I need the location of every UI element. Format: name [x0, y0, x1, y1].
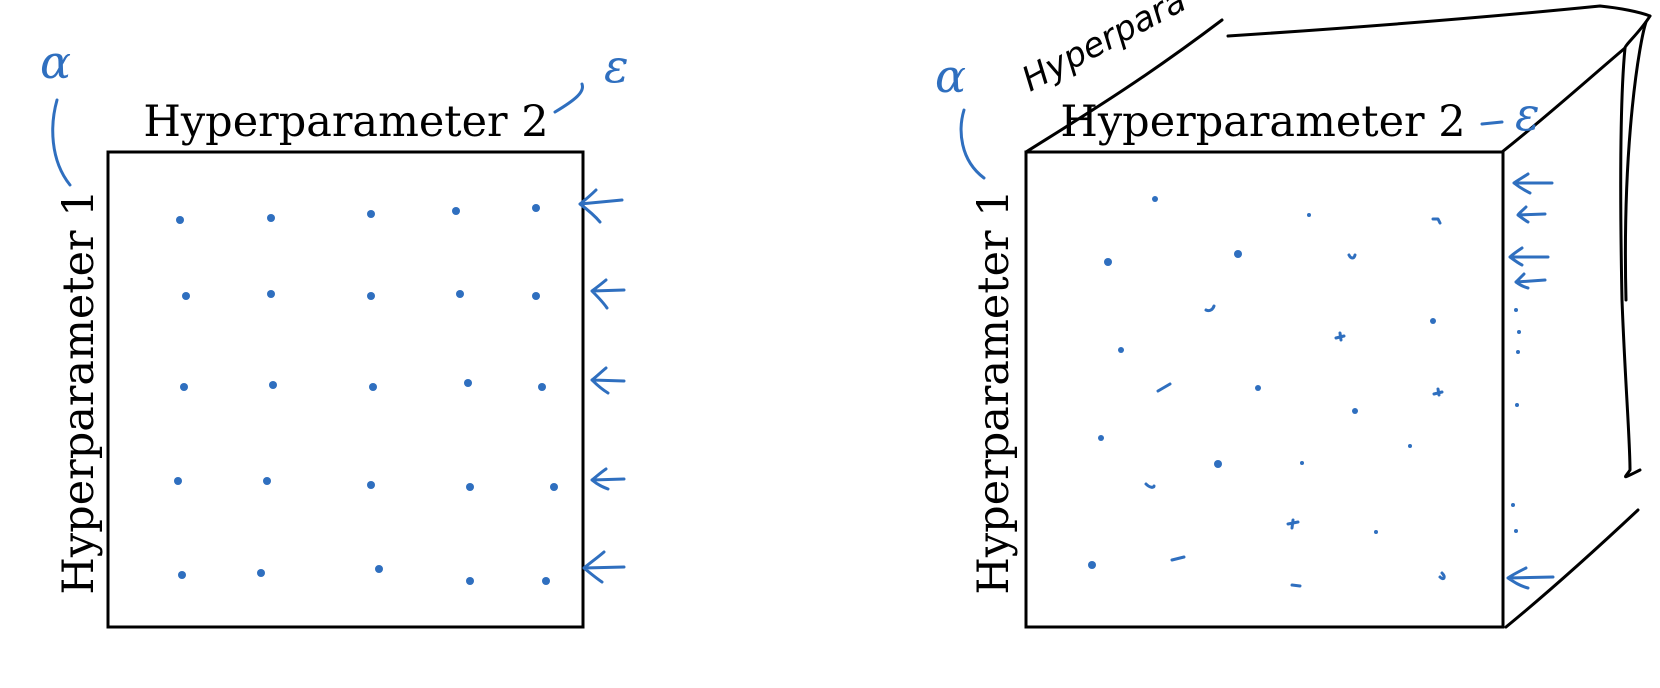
depth-dot	[1517, 330, 1521, 334]
left-search-box	[106, 150, 585, 629]
random-point	[1352, 408, 1358, 414]
grid-point	[542, 577, 550, 585]
random-point	[1347, 253, 1357, 260]
grid-point	[456, 290, 464, 298]
random-point	[1255, 385, 1261, 391]
random-point	[1334, 331, 1346, 342]
random-point	[1431, 217, 1442, 225]
right-epsilon-dash	[1480, 120, 1504, 126]
random-point	[1204, 304, 1216, 313]
cube-back-right-edge	[1619, 14, 1652, 479]
grid-point	[466, 483, 474, 491]
left-arrow-row-1	[578, 188, 624, 224]
left-arrow-row-4	[590, 467, 626, 491]
random-point	[1098, 435, 1104, 441]
cube-top-right-edge	[1500, 46, 1627, 154]
random-point	[1432, 387, 1444, 397]
right-hyperparameter-3-label: Hyperpara	[1015, 0, 1192, 100]
random-point	[1144, 482, 1156, 489]
left-epsilon-annotation: ε	[604, 39, 629, 93]
grid-point	[466, 577, 474, 585]
grid-point	[538, 383, 546, 391]
grid-point	[532, 204, 540, 212]
depth-dot	[1516, 350, 1520, 354]
random-point	[1088, 561, 1096, 569]
right-alpha-annotation: α	[935, 49, 966, 103]
cube-top-back-edge	[1226, 4, 1652, 38]
right-alpha-bracket	[959, 108, 986, 180]
random-point	[1438, 571, 1446, 581]
random-point	[1104, 258, 1112, 266]
cube-top-left-edge	[1024, 18, 1224, 154]
random-point	[1430, 318, 1436, 324]
left-alpha-annotation: α	[40, 35, 71, 89]
grid-point	[367, 210, 375, 218]
right-arrow	[1506, 566, 1555, 590]
left-arrow-row-5	[582, 550, 626, 584]
right-epsilon-annotation: ε	[1515, 87, 1540, 141]
left-grid-points	[174, 204, 558, 585]
right-arrow	[1512, 172, 1554, 195]
right-hyperparameter-1-label: Hyperparameter 1	[969, 189, 1019, 594]
right-arrow	[1514, 272, 1547, 290]
left-arrow-row-3	[590, 366, 626, 395]
grid-point	[375, 565, 383, 573]
random-point	[1374, 530, 1378, 534]
grid-point	[550, 483, 558, 491]
left-arrow-row-2	[590, 278, 626, 310]
grid-point	[178, 571, 186, 579]
random-point	[1214, 460, 1222, 468]
depth-dot	[1514, 529, 1518, 533]
right-arrow	[1508, 246, 1550, 267]
grid-point	[464, 379, 472, 387]
grid-point	[369, 383, 377, 391]
left-epsilon-stroke	[553, 82, 584, 114]
grid-point	[367, 481, 375, 489]
depth-dot	[1514, 308, 1518, 312]
depth-dot	[1511, 503, 1515, 507]
right-search-box	[1024, 150, 1505, 629]
random-point	[1286, 518, 1300, 530]
left-hyperparameter-2-label: Hyperparameter 2	[143, 97, 548, 147]
random-point	[1300, 461, 1304, 465]
left-hyperparameter-1-label: Hyperparameter 1	[54, 189, 104, 594]
random-point	[1156, 382, 1172, 393]
random-point	[1234, 250, 1242, 258]
right-depth-markers	[1506, 172, 1555, 590]
grid-point	[269, 381, 277, 389]
grid-point	[263, 477, 271, 485]
grid-search-panel: Hyperparameter 2 Hyperparameter 1 α ε	[40, 35, 629, 629]
random-search-panel: Hyperparameter 2 Hyperparameter 1 Hyperp…	[935, 0, 1652, 629]
random-point	[1152, 196, 1158, 202]
left-alpha-bracket	[51, 98, 72, 187]
random-point	[1118, 347, 1124, 353]
grid-point	[532, 292, 540, 300]
cube-bottom-right-edge	[1504, 508, 1640, 629]
grid-point	[452, 207, 460, 215]
random-point	[1170, 555, 1186, 562]
grid-point	[257, 569, 265, 577]
random-point	[1290, 583, 1302, 588]
grid-point	[176, 216, 184, 224]
grid-point	[180, 383, 188, 391]
right-arrow	[1516, 205, 1547, 224]
grid-point	[174, 477, 182, 485]
left-row-arrows	[578, 188, 626, 584]
depth-dot	[1515, 403, 1519, 407]
grid-point	[182, 292, 190, 300]
random-point	[1408, 444, 1412, 448]
grid-point	[367, 292, 375, 300]
grid-point	[267, 214, 275, 222]
right-random-points	[1088, 196, 1446, 588]
grid-point	[267, 290, 275, 298]
cube-back-right-edge-far	[1623, 20, 1648, 302]
right-hyperparameter-2-label: Hyperparameter 2	[1060, 97, 1465, 147]
random-point	[1307, 213, 1311, 217]
